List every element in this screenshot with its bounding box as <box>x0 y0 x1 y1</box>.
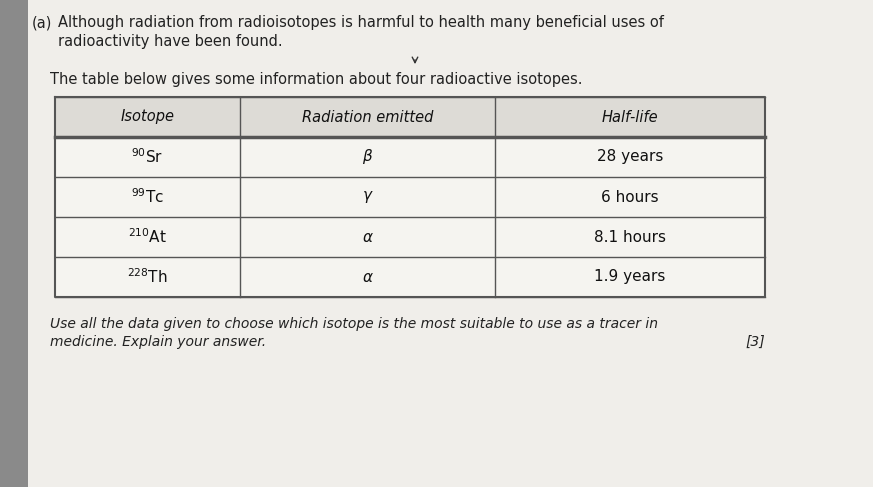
Text: 28 years: 28 years <box>597 150 663 165</box>
Bar <box>0 0 28 487</box>
Text: medicine. Explain your answer.: medicine. Explain your answer. <box>50 335 266 349</box>
Text: $^{90}$Sr: $^{90}$Sr <box>132 148 163 167</box>
Text: $\alpha$: $\alpha$ <box>361 269 374 284</box>
Text: The table below gives some information about four radioactive isotopes.: The table below gives some information a… <box>50 72 582 87</box>
Text: $\alpha$: $\alpha$ <box>361 229 374 244</box>
Text: $^{228}$Th: $^{228}$Th <box>127 268 168 286</box>
Text: Although radiation from radioisotopes is harmful to health many beneficial uses : Although radiation from radioisotopes is… <box>58 15 663 30</box>
Text: 6 hours: 6 hours <box>601 189 659 205</box>
Text: Radiation emitted: Radiation emitted <box>302 110 433 125</box>
Text: $^{99}$Tc: $^{99}$Tc <box>131 187 164 206</box>
Text: Isotope: Isotope <box>120 110 175 125</box>
Text: $\beta$: $\beta$ <box>362 148 373 167</box>
Text: radioactivity have been found.: radioactivity have been found. <box>58 34 283 49</box>
Text: (a): (a) <box>32 15 52 30</box>
Bar <box>55 97 765 297</box>
Text: Half-life: Half-life <box>601 110 658 125</box>
Text: $\gamma$: $\gamma$ <box>361 189 374 205</box>
Text: [3]: [3] <box>746 335 765 349</box>
Text: Use all the data given to choose which isotope is the most suitable to use as a : Use all the data given to choose which i… <box>50 317 658 331</box>
Text: $^{210}$At: $^{210}$At <box>128 227 167 246</box>
Bar <box>55 97 765 137</box>
Text: 1.9 years: 1.9 years <box>595 269 666 284</box>
Text: 8.1 hours: 8.1 hours <box>594 229 666 244</box>
